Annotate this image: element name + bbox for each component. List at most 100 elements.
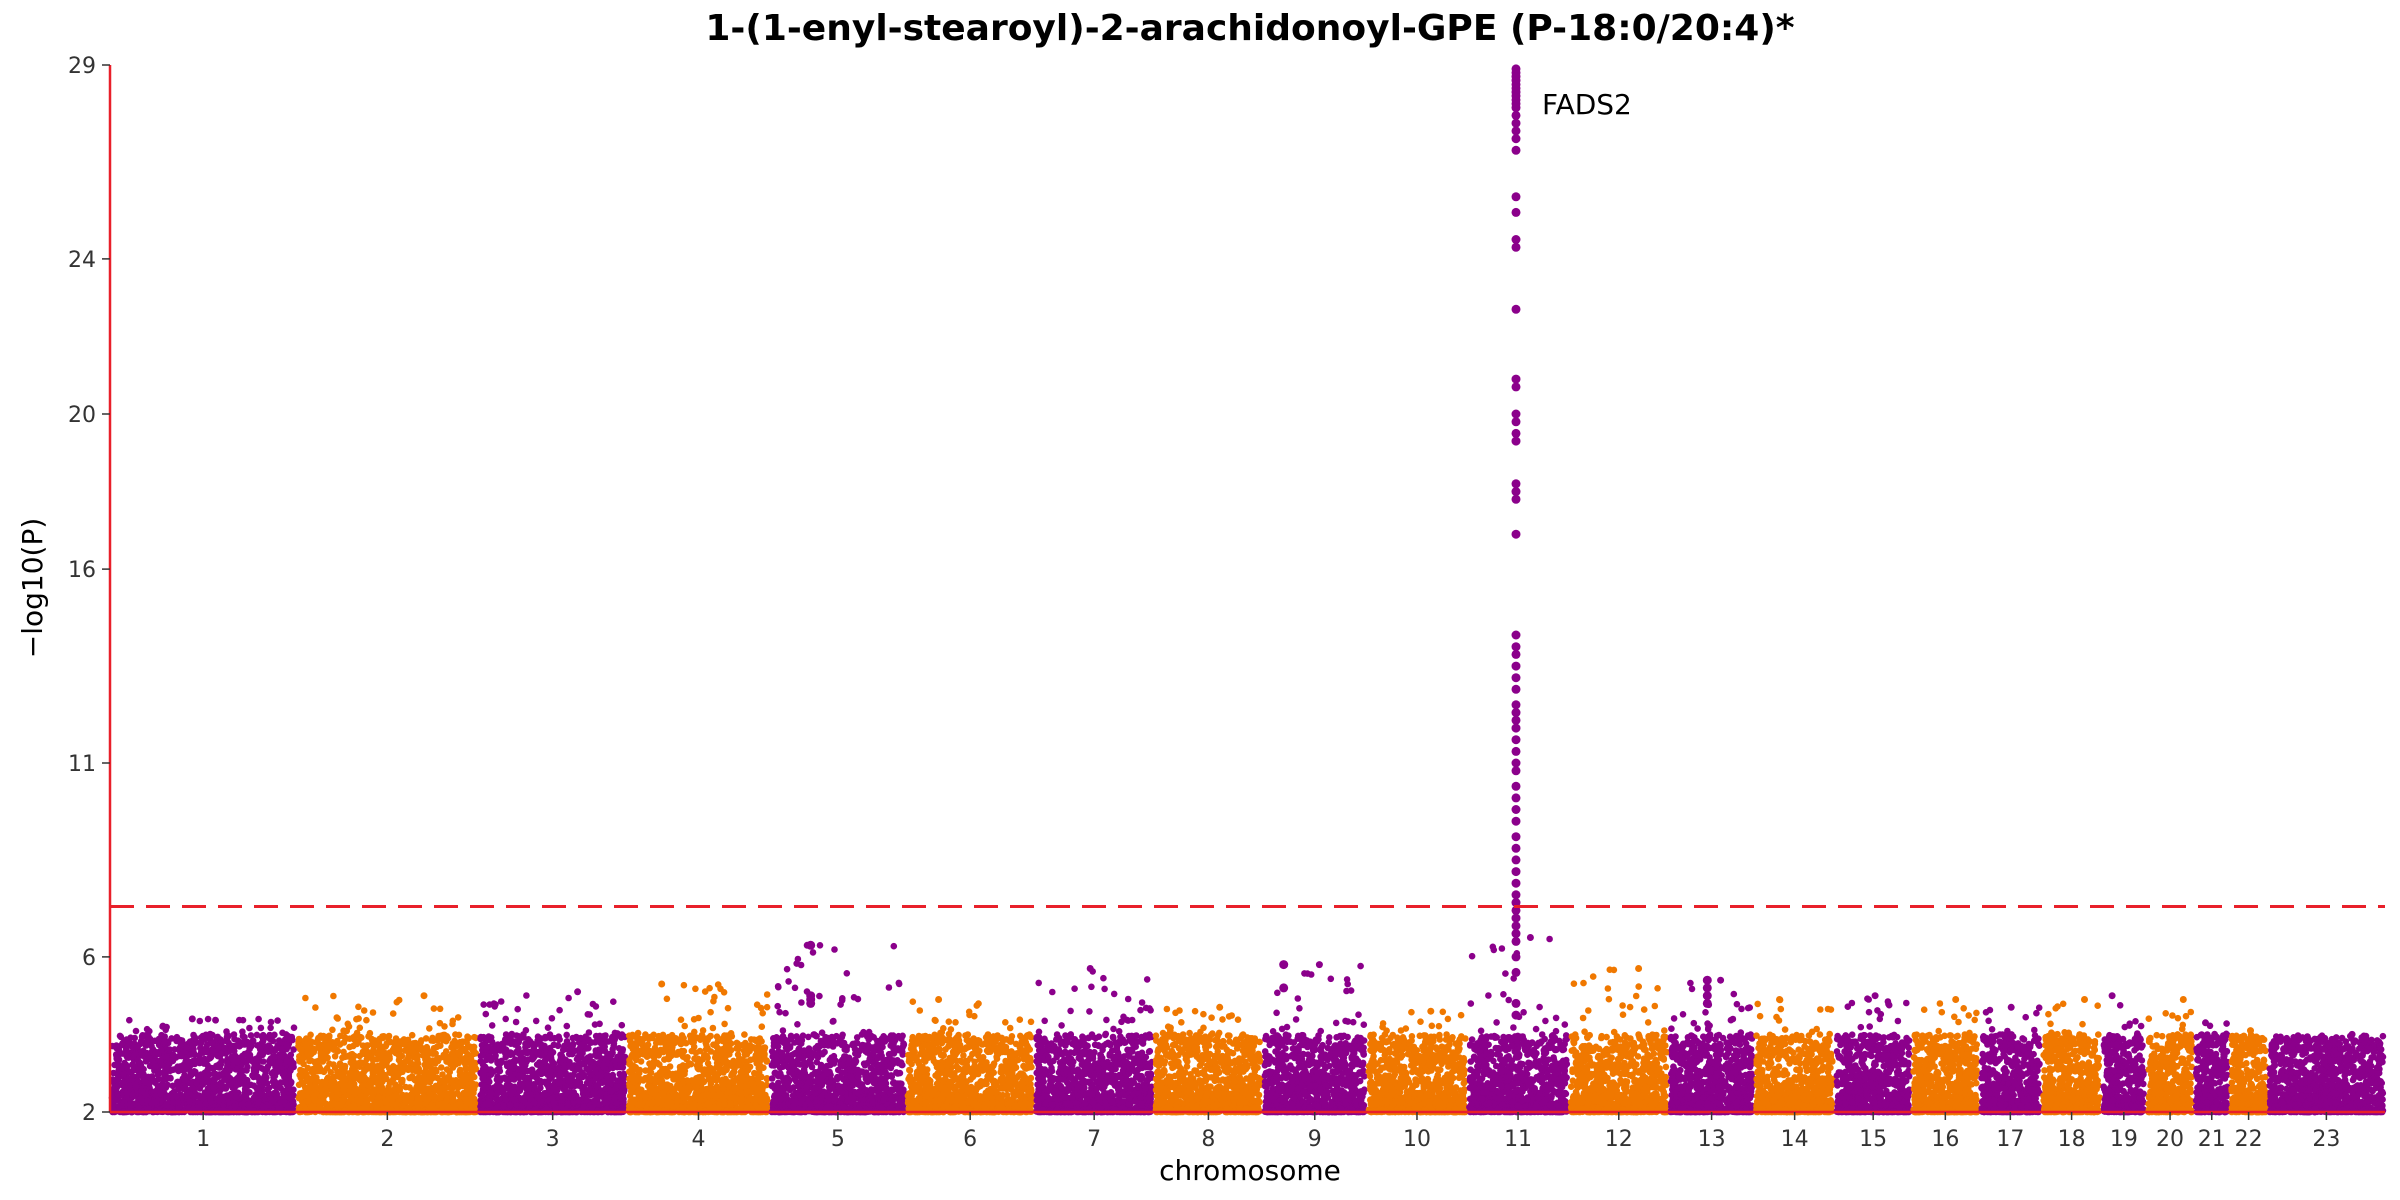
snp-point xyxy=(534,1094,542,1101)
snp-point xyxy=(344,1020,352,1028)
snp-point xyxy=(255,1015,262,1023)
snp-point xyxy=(556,1006,563,1014)
snp-point xyxy=(363,1097,371,1105)
snp-point xyxy=(408,1031,416,1039)
snp-point xyxy=(340,1039,348,1046)
snp-point xyxy=(221,1044,229,1052)
snp-point xyxy=(547,1068,555,1075)
snp-point xyxy=(522,1043,529,1051)
snp-point xyxy=(212,1016,219,1024)
snp-point xyxy=(477,1058,484,1065)
snp-point xyxy=(580,1103,587,1111)
snp-point xyxy=(511,1083,518,1091)
snp-point xyxy=(252,1055,260,1062)
snp-point xyxy=(611,1094,618,1102)
snp-point xyxy=(353,1015,360,1023)
snp-point xyxy=(440,1084,448,1091)
snp-point xyxy=(249,1037,257,1044)
snp-point xyxy=(487,1070,495,1077)
snp-point xyxy=(219,1095,227,1103)
snp-point xyxy=(279,1045,286,1053)
snp-point xyxy=(416,1100,424,1107)
snp-point xyxy=(284,1102,291,1110)
snp-point xyxy=(554,1042,562,1050)
snp-point xyxy=(162,1026,169,1034)
snp-point xyxy=(455,1031,463,1039)
snp-point xyxy=(548,1015,556,1022)
snp-point xyxy=(259,1103,267,1110)
snp-point xyxy=(347,1084,354,1091)
snp-point xyxy=(416,1045,424,1052)
snp-point xyxy=(152,1063,159,1070)
snp-point xyxy=(351,1036,358,1043)
snp-point xyxy=(501,1074,509,1082)
snp-point xyxy=(244,1057,251,1065)
snp-point xyxy=(577,1034,584,1042)
snp-point xyxy=(188,1015,196,1023)
snp-point xyxy=(465,1034,473,1042)
chromosome-1-points xyxy=(108,1015,298,1116)
snp-point xyxy=(311,1046,318,1054)
snp-point xyxy=(391,1045,399,1053)
snp-point xyxy=(565,994,572,1002)
snp-point xyxy=(392,1070,399,1077)
snp-point xyxy=(442,1035,450,1043)
snp-point xyxy=(507,1051,514,1059)
snp-point xyxy=(426,1025,433,1032)
snp-point xyxy=(270,1074,277,1081)
snp-point xyxy=(267,1018,275,1026)
snp-point xyxy=(492,1052,499,1059)
snp-point xyxy=(166,1046,173,1053)
snp-point xyxy=(369,1009,377,1016)
snp-point xyxy=(339,1070,347,1078)
snp-point xyxy=(266,1059,274,1066)
snp-point xyxy=(239,1016,247,1024)
snp-point xyxy=(126,1016,133,1024)
snp-point xyxy=(593,1082,601,1089)
snp-point xyxy=(375,1093,382,1101)
snp-point xyxy=(246,1089,253,1096)
snp-point xyxy=(283,1057,291,1065)
snp-point xyxy=(311,1076,319,1084)
snp-point xyxy=(592,1032,600,1040)
snp-point xyxy=(384,1104,392,1112)
snp-point xyxy=(118,1101,126,1109)
snp-point xyxy=(267,1024,274,1032)
snp-point xyxy=(569,1034,577,1042)
snp-point xyxy=(196,1059,203,1067)
snp-point xyxy=(300,1092,307,1100)
snp-point xyxy=(162,1075,170,1083)
snp-point xyxy=(127,1076,135,1083)
snp-point xyxy=(600,1044,607,1052)
snp-point xyxy=(423,1061,430,1069)
snp-point xyxy=(395,1052,403,1059)
snp-point xyxy=(423,1043,431,1051)
snp-point xyxy=(308,1038,316,1046)
snp-point xyxy=(596,1101,603,1108)
snp-point xyxy=(574,988,582,996)
snp-point xyxy=(511,1056,519,1063)
snp-point xyxy=(376,1035,383,1043)
snp-point xyxy=(353,1029,361,1037)
snp-point xyxy=(267,1035,274,1043)
snp-point xyxy=(287,1067,294,1074)
snp-point xyxy=(350,1067,358,1074)
snp-point xyxy=(280,1069,288,1077)
snp-point xyxy=(312,1004,319,1011)
chromosome-3-points xyxy=(477,988,629,1116)
snp-point xyxy=(461,1047,468,1054)
snp-point xyxy=(453,1089,461,1097)
snp-point xyxy=(340,1027,347,1034)
snp-point xyxy=(563,1038,571,1045)
snp-point xyxy=(534,1078,542,1086)
snp-point xyxy=(143,1097,151,1104)
snp-point xyxy=(334,1103,342,1110)
snp-point xyxy=(434,1057,442,1065)
snp-point xyxy=(340,1096,347,1104)
snp-point xyxy=(271,1089,278,1097)
snp-point xyxy=(568,1089,576,1097)
snp-point xyxy=(209,1040,216,1047)
snp-point xyxy=(242,1082,250,1090)
snp-point xyxy=(307,1057,315,1064)
snp-point xyxy=(482,1010,490,1018)
